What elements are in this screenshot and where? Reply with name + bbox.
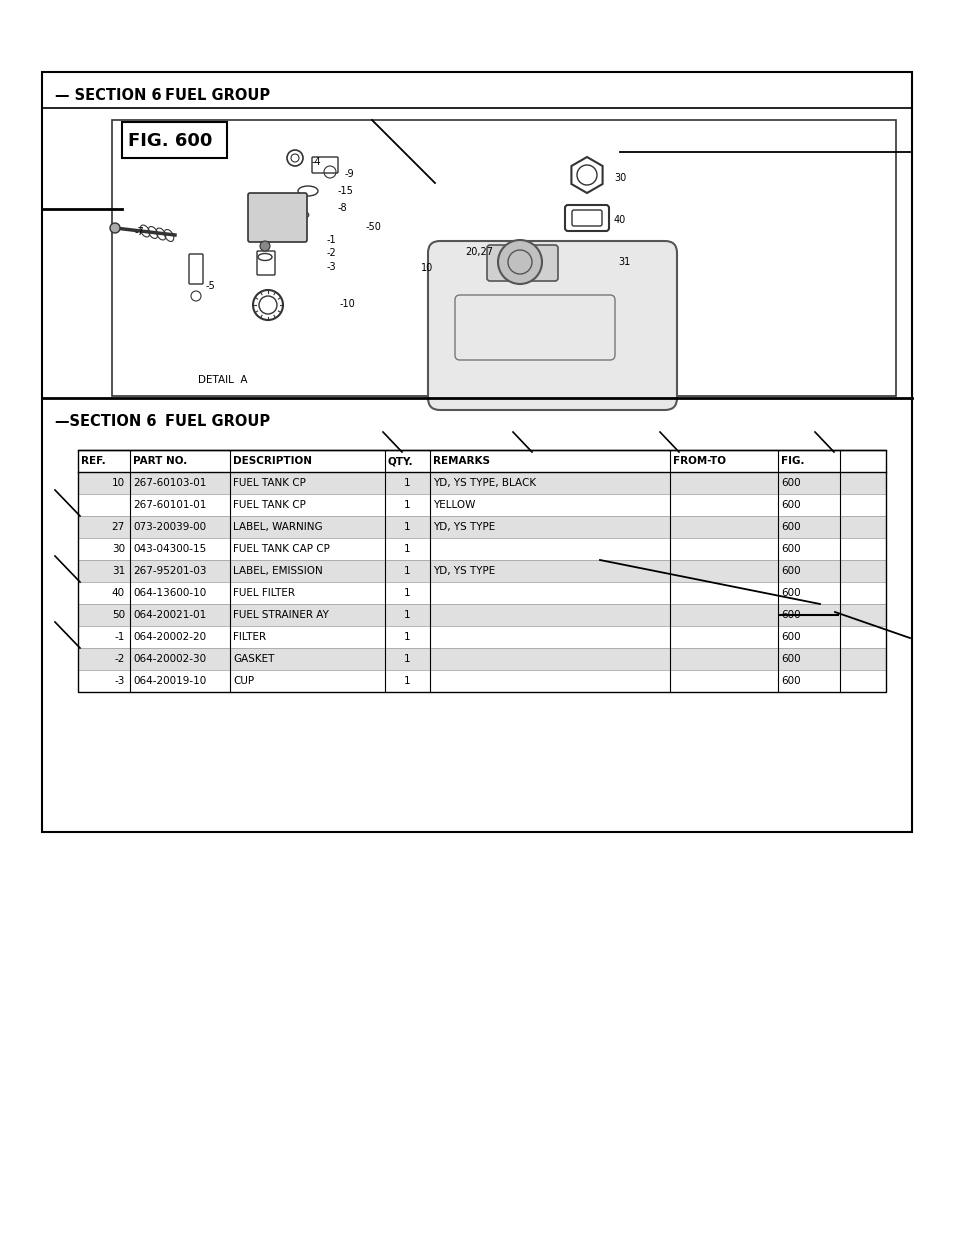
Text: -7: -7 — [135, 227, 145, 237]
Bar — [78, 450, 885, 472]
Text: 27: 27 — [112, 522, 125, 532]
FancyBboxPatch shape — [428, 241, 677, 410]
Text: 600: 600 — [781, 500, 800, 510]
Text: 600: 600 — [781, 478, 800, 488]
Text: PART NO.: PART NO. — [132, 456, 187, 466]
Text: 064-20021-01: 064-20021-01 — [132, 610, 206, 620]
Text: FUEL TANK CAP CP: FUEL TANK CAP CP — [233, 543, 330, 555]
Text: YD, YS TYPE, BLACK: YD, YS TYPE, BLACK — [433, 478, 536, 488]
Text: 600: 600 — [781, 543, 800, 555]
Text: 043-04300-15: 043-04300-15 — [132, 543, 206, 555]
Text: 1: 1 — [404, 522, 411, 532]
Text: -10: -10 — [339, 299, 355, 309]
Text: LABEL, EMISSION: LABEL, EMISSION — [233, 566, 322, 576]
Text: 064-13600-10: 064-13600-10 — [132, 588, 206, 598]
Text: 10: 10 — [420, 263, 433, 273]
Text: 600: 600 — [781, 566, 800, 576]
Text: 40: 40 — [614, 215, 625, 225]
Text: 267-60103-01: 267-60103-01 — [132, 478, 206, 488]
Text: -1: -1 — [114, 632, 125, 642]
Text: 1: 1 — [404, 566, 411, 576]
Text: 50: 50 — [112, 610, 125, 620]
Text: 30: 30 — [614, 173, 625, 183]
Text: 064-20019-10: 064-20019-10 — [132, 676, 206, 685]
Text: 1: 1 — [404, 500, 411, 510]
Text: 31: 31 — [618, 257, 630, 267]
Text: 20,27: 20,27 — [464, 247, 493, 257]
Text: 600: 600 — [781, 522, 800, 532]
Text: 1: 1 — [404, 676, 411, 685]
Text: QTY.: QTY. — [388, 456, 414, 466]
Text: -2: -2 — [327, 248, 336, 258]
Text: FUEL GROUP: FUEL GROUP — [165, 414, 270, 429]
Text: DESCRIPTION: DESCRIPTION — [233, 456, 312, 466]
Text: -4: -4 — [312, 157, 321, 167]
Text: 40: 40 — [112, 588, 125, 598]
Text: -15: -15 — [337, 186, 354, 196]
Bar — [78, 559, 885, 582]
Text: 600: 600 — [781, 610, 800, 620]
Bar — [78, 472, 885, 494]
Text: — SECTION 6: — SECTION 6 — [55, 88, 161, 103]
Text: 600: 600 — [781, 655, 800, 664]
Bar — [112, 120, 895, 396]
Text: REMARKS: REMARKS — [433, 456, 490, 466]
Text: 1: 1 — [404, 543, 411, 555]
Text: FUEL TANK CP: FUEL TANK CP — [233, 500, 306, 510]
Text: 064-20002-30: 064-20002-30 — [132, 655, 206, 664]
Text: -2: -2 — [114, 655, 125, 664]
Text: FILTER: FILTER — [233, 632, 266, 642]
Text: 30: 30 — [112, 543, 125, 555]
Text: YELLOW: YELLOW — [433, 500, 475, 510]
Text: 267-60101-01: 267-60101-01 — [132, 500, 206, 510]
Text: —SECTION 6: —SECTION 6 — [55, 414, 156, 429]
Text: -1: -1 — [327, 235, 336, 245]
Text: FUEL TANK CP: FUEL TANK CP — [233, 478, 306, 488]
Text: 600: 600 — [781, 632, 800, 642]
Text: FUEL GROUP: FUEL GROUP — [165, 88, 270, 103]
Text: 10: 10 — [112, 478, 125, 488]
Text: 1: 1 — [404, 588, 411, 598]
Circle shape — [260, 241, 270, 251]
Text: FROM-TO: FROM-TO — [672, 456, 725, 466]
Text: 600: 600 — [781, 676, 800, 685]
Text: -3: -3 — [114, 676, 125, 685]
Bar — [42, 72, 911, 832]
Text: -5: -5 — [206, 282, 215, 291]
Text: LABEL, WARNING: LABEL, WARNING — [233, 522, 322, 532]
Bar — [78, 450, 885, 692]
Text: -8: -8 — [337, 203, 347, 212]
Text: -3: -3 — [327, 262, 336, 272]
Text: FUEL FILTER: FUEL FILTER — [233, 588, 294, 598]
Text: 1: 1 — [404, 632, 411, 642]
Text: YD, YS TYPE: YD, YS TYPE — [433, 522, 495, 532]
Bar — [78, 516, 885, 538]
Text: GASKET: GASKET — [233, 655, 274, 664]
Text: -50: -50 — [366, 222, 381, 232]
Text: 1: 1 — [404, 610, 411, 620]
Text: 1: 1 — [404, 478, 411, 488]
FancyBboxPatch shape — [486, 245, 558, 282]
Circle shape — [497, 240, 541, 284]
Text: FUEL STRAINER AY: FUEL STRAINER AY — [233, 610, 329, 620]
FancyBboxPatch shape — [248, 193, 307, 242]
Text: FIG. 600: FIG. 600 — [128, 132, 213, 149]
Bar — [78, 648, 885, 671]
Text: REF.: REF. — [81, 456, 106, 466]
Text: 267-95201-03: 267-95201-03 — [132, 566, 206, 576]
Text: 600: 600 — [781, 588, 800, 598]
Bar — [78, 604, 885, 626]
Text: 073-20039-00: 073-20039-00 — [132, 522, 206, 532]
Bar — [122, 122, 227, 158]
Text: 064-20002-20: 064-20002-20 — [132, 632, 206, 642]
Text: YD, YS TYPE: YD, YS TYPE — [433, 566, 495, 576]
Text: -9: -9 — [345, 169, 355, 179]
Text: 31: 31 — [112, 566, 125, 576]
Text: 1: 1 — [404, 655, 411, 664]
Text: CUP: CUP — [233, 676, 253, 685]
Text: DETAIL  A: DETAIL A — [198, 375, 248, 385]
Text: FIG.: FIG. — [781, 456, 803, 466]
Circle shape — [110, 224, 120, 233]
